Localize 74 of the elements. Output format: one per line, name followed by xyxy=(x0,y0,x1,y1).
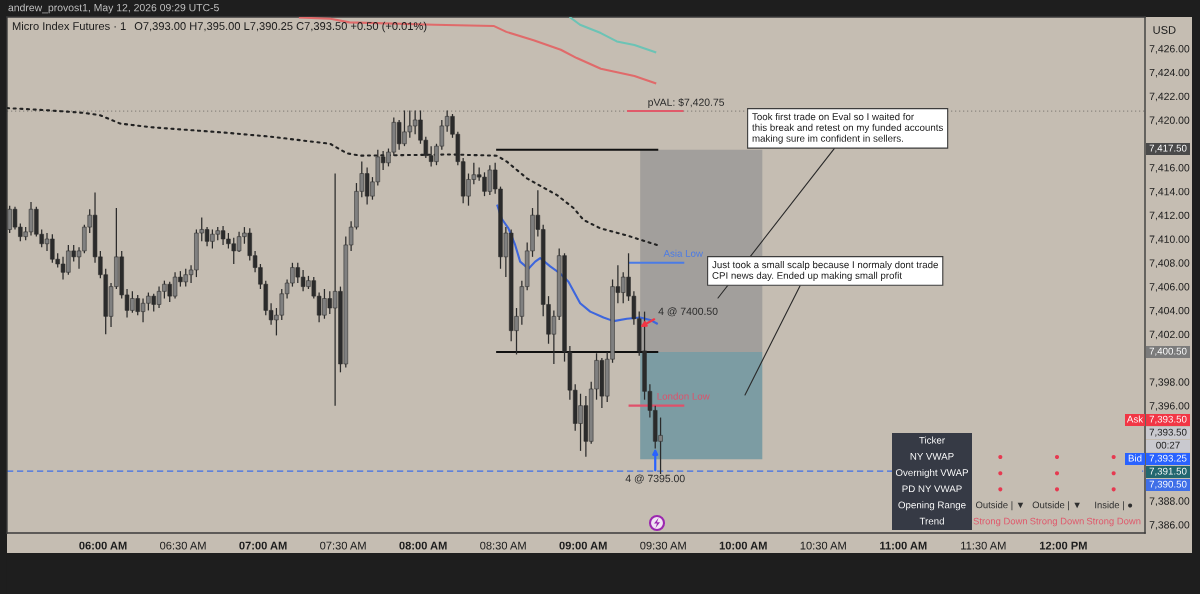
y-tick-label: 7,386.00 xyxy=(1149,521,1190,530)
text: 7,393.50 xyxy=(1149,428,1187,437)
text: andrew_provost1, May 12, 2026 09:29 UTC-5 xyxy=(8,3,219,14)
text: 7,417.50 xyxy=(1149,144,1187,153)
annotation: Bid xyxy=(1128,454,1142,462)
line-series xyxy=(569,17,657,54)
text: ● xyxy=(1111,455,1116,460)
text: ● xyxy=(1111,471,1116,476)
chart-subtitle: O7,393.00 H7,395.00 L7,390.25 C7,393.50 +0.50 (+0.01%) xyxy=(134,21,427,33)
x-tick-label: 06:00 AM xyxy=(79,541,127,550)
text: Outside | ▼ xyxy=(975,501,1024,511)
y-tick-label: 7,414.00 xyxy=(1149,187,1190,197)
category-label: Overnight VWAP xyxy=(895,468,969,478)
ref-line-label: 7,390.50 xyxy=(1149,480,1187,489)
text: 7,400.50 xyxy=(1149,347,1187,356)
annotation: Ask xyxy=(1126,415,1144,423)
text: 7,393.50 xyxy=(1149,415,1187,424)
x-tick-label: 07:30 AM xyxy=(320,541,366,550)
category-label: PD NY VWAP xyxy=(902,485,962,493)
line-series xyxy=(298,17,657,85)
text: 7,391.50 xyxy=(1149,467,1187,476)
y-tick-label: 7,396.00 xyxy=(1149,402,1190,411)
x-tick-label: 06:30 AM xyxy=(160,541,206,550)
annotation: 4 @ 7400.50 xyxy=(658,307,718,317)
text: 7,393.25 xyxy=(1149,454,1187,463)
text: Inside | ● xyxy=(1095,501,1133,511)
y-tick-label: 7,404.00 xyxy=(1149,306,1190,316)
x-tick-label: 08:30 AM xyxy=(480,541,526,550)
x-tick-label: 08:00 AM xyxy=(399,541,447,550)
y-tick-label: 7,424.00 xyxy=(1149,68,1190,78)
x-tick-label: 09:30 AM xyxy=(640,541,686,550)
text: ● xyxy=(998,487,1003,492)
text: Strong Down xyxy=(1086,517,1141,527)
text: ● xyxy=(1054,487,1060,492)
x-tick-label: 09:00 AM xyxy=(559,541,607,550)
category-label: Opening Range xyxy=(898,501,966,511)
text: ● xyxy=(1054,455,1060,460)
y-tick-label: 7,408.00 xyxy=(1149,259,1190,268)
text: ● xyxy=(998,455,1003,460)
text: ● xyxy=(1054,471,1060,476)
text: ● xyxy=(998,471,1003,476)
annotation: Took first trade on Eval so I waited for this break and retest on my funded accounts making sure im confident in sellers. xyxy=(752,113,943,144)
y-tick-label: 7,426.00 xyxy=(1149,45,1190,54)
text: 00:27 xyxy=(1156,441,1180,449)
y-tick-label: 7,398.00 xyxy=(1149,378,1190,387)
text: Ticker xyxy=(919,436,945,444)
y-tick-label: 7,420.00 xyxy=(1149,116,1190,126)
category-label: Trend xyxy=(919,517,944,525)
y-tick-label: 7,416.00 xyxy=(1149,164,1190,173)
text: Strong Down xyxy=(1030,517,1084,527)
y-tick-label: 7,388.00 xyxy=(1149,497,1190,506)
x-tick-label: 11:00 AM xyxy=(880,541,927,550)
ref-line-label: pVAL: $7,420.75 xyxy=(648,98,725,109)
y-tick-label: 7,402.00 xyxy=(1149,330,1190,340)
y-tick-label: 7,412.00 xyxy=(1149,211,1190,221)
series-label: Asia Low xyxy=(663,249,703,257)
y-tick-label: 7,410.00 xyxy=(1149,235,1190,245)
x-tick-label: 07:00 AM xyxy=(239,541,287,550)
annotation: Just took a small scalp because I normaly dont trade CPI news day. Ended up making small profit xyxy=(712,261,938,281)
y-axis-title: USD xyxy=(1153,26,1176,34)
text: Strong Down xyxy=(973,517,1028,527)
x-tick-label: 10:30 AM xyxy=(800,541,846,550)
x-tick-label: 12:00 PM xyxy=(1039,541,1087,550)
x-tick-label: 11:30 AM xyxy=(961,541,1006,550)
series-label: London Low xyxy=(657,392,710,400)
text: ● xyxy=(1111,487,1116,492)
annotation: 4 @ 7395.00 xyxy=(625,474,685,484)
category-label: NY VWAP xyxy=(910,453,954,460)
chart-title: Micro Index Futures · 1 xyxy=(12,21,126,30)
line-series xyxy=(496,204,658,325)
y-tick-label: 7,406.00 xyxy=(1149,283,1190,292)
text: Outside | ▼ xyxy=(1032,501,1080,511)
x-tick-label: 10:00 AM xyxy=(719,541,767,550)
y-tick-label: 7,422.00 xyxy=(1149,92,1190,102)
